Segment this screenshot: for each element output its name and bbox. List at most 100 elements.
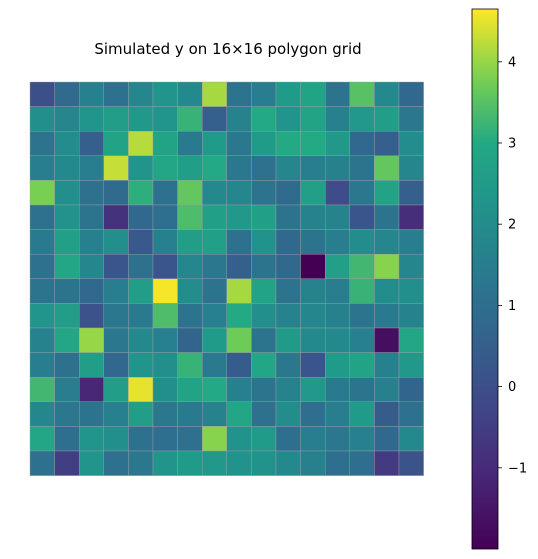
heatmap-cell xyxy=(374,450,400,476)
heatmap-cell xyxy=(177,450,203,476)
heatmap-cell xyxy=(177,327,203,353)
heatmap-cell xyxy=(29,204,55,230)
heatmap-cell xyxy=(78,278,104,304)
heatmap-cell xyxy=(201,81,227,107)
heatmap-cell xyxy=(29,352,55,378)
heatmap-cell xyxy=(349,352,375,378)
heatmap-cell xyxy=(325,106,351,132)
heatmap-cell xyxy=(103,253,129,279)
heatmap-cell xyxy=(251,327,277,353)
heatmap-cell xyxy=(374,253,400,279)
heatmap-cell xyxy=(78,327,104,353)
heatmap-cell xyxy=(349,401,375,427)
heatmap-cell xyxy=(201,450,227,476)
heatmap-cell xyxy=(128,303,154,329)
heatmap-cell xyxy=(177,106,203,132)
heatmap-cell xyxy=(103,81,129,107)
heatmap-cell xyxy=(374,81,400,107)
heatmap-cell xyxy=(54,253,80,279)
heatmap-cell xyxy=(226,130,252,156)
heatmap-cell xyxy=(226,352,252,378)
heatmap-cell xyxy=(177,426,203,452)
heatmap-cell xyxy=(325,278,351,304)
heatmap-cell xyxy=(103,106,129,132)
heatmap-cell xyxy=(152,352,178,378)
heatmap-cell xyxy=(398,303,424,329)
heatmap-cell xyxy=(349,303,375,329)
heatmap-cell xyxy=(29,130,55,156)
heatmap-cell xyxy=(300,180,326,206)
heatmap-cell xyxy=(374,352,400,378)
heatmap-cell xyxy=(177,303,203,329)
colorbar-tick-label: 2 xyxy=(508,218,516,233)
heatmap-cell xyxy=(177,229,203,255)
heatmap-cell xyxy=(374,426,400,452)
heatmap-cell xyxy=(398,204,424,230)
heatmap-cell xyxy=(29,303,55,329)
heatmap-cell xyxy=(54,401,80,427)
heatmap-cell xyxy=(325,450,351,476)
heatmap-cell xyxy=(128,106,154,132)
heatmap-cell xyxy=(226,204,252,230)
heatmap-cell xyxy=(226,253,252,279)
heatmap-cell xyxy=(152,401,178,427)
heatmap-cell xyxy=(78,352,104,378)
heatmap-cell xyxy=(78,426,104,452)
heatmap-cell xyxy=(374,401,400,427)
heatmap-cell xyxy=(374,303,400,329)
heatmap-cell xyxy=(226,327,252,353)
heatmap-cell xyxy=(251,426,277,452)
heatmap-cell xyxy=(201,130,227,156)
heatmap-cell xyxy=(128,327,154,353)
heatmap-cell xyxy=(251,204,277,230)
heatmap-cell xyxy=(201,278,227,304)
colorbar-tick-label: 4 xyxy=(508,55,516,70)
heatmap-cell xyxy=(152,303,178,329)
heatmap-cell xyxy=(349,253,375,279)
heatmap-cell xyxy=(251,180,277,206)
heatmap-cell xyxy=(103,327,129,353)
heatmap-cell xyxy=(300,155,326,181)
heatmap-cell xyxy=(128,352,154,378)
heatmap-cell xyxy=(177,155,203,181)
heatmap-cell xyxy=(201,204,227,230)
heatmap-cell xyxy=(152,327,178,353)
heatmap-cell xyxy=(177,180,203,206)
heatmap-cell xyxy=(29,253,55,279)
heatmap-cell xyxy=(78,377,104,403)
heatmap-cell xyxy=(152,377,178,403)
heatmap-cell xyxy=(349,106,375,132)
heatmap-cell xyxy=(54,327,80,353)
heatmap-cell xyxy=(54,426,80,452)
heatmap-cell xyxy=(398,106,424,132)
heatmap-cell xyxy=(78,180,104,206)
heatmap-cell xyxy=(226,81,252,107)
heatmap-cell xyxy=(226,155,252,181)
heatmap-cell xyxy=(275,229,301,255)
heatmap-cell xyxy=(349,426,375,452)
heatmap-cell xyxy=(54,130,80,156)
heatmap-cell xyxy=(251,450,277,476)
heatmap-cell xyxy=(275,278,301,304)
chart-title: Simulated y on 16×16 polygon grid xyxy=(94,40,361,58)
heatmap-cell xyxy=(78,401,104,427)
heatmap-cell xyxy=(398,229,424,255)
heatmap-cell xyxy=(29,377,55,403)
heatmap-cell xyxy=(152,81,178,107)
heatmap-cell xyxy=(374,155,400,181)
heatmap-cell xyxy=(374,229,400,255)
heatmap-cell xyxy=(398,352,424,378)
heatmap-cell xyxy=(226,426,252,452)
heatmap-cell xyxy=(78,106,104,132)
heatmap-cell xyxy=(177,278,203,304)
heatmap-cell xyxy=(275,450,301,476)
heatmap-cell xyxy=(201,180,227,206)
heatmap-cell xyxy=(349,204,375,230)
heatmap-cell xyxy=(275,377,301,403)
heatmap-cell xyxy=(201,327,227,353)
heatmap-cell xyxy=(398,130,424,156)
heatmap-cell xyxy=(201,377,227,403)
heatmap-cell xyxy=(300,253,326,279)
heatmap-cell xyxy=(152,155,178,181)
heatmap-cell xyxy=(398,401,424,427)
